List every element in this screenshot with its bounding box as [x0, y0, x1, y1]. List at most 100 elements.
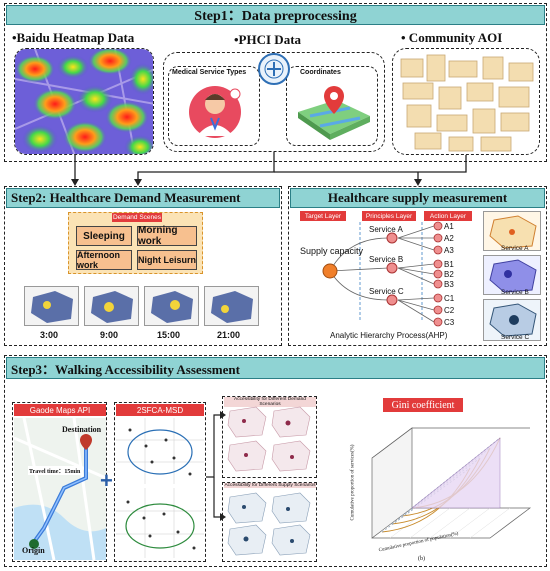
step1-title-bar: Step1：Data preprocessing [6, 5, 545, 25]
step1-panel [4, 3, 547, 162]
travel-time-label: Travel time：15min [28, 466, 82, 475]
supply-scenarios-label: Accessibility for Different Supply Scena… [224, 483, 316, 488]
aoi-map-image [392, 48, 540, 155]
service-node-c [386, 294, 398, 306]
service-a-label: Service A [369, 225, 403, 234]
plus-icon: + [100, 468, 113, 493]
ahp-caption: Analytic Hierarchy Process(AHP) [330, 331, 448, 340]
demand-scenes-header: Demand Scenes [112, 213, 162, 222]
principles-layer-header: Principles Layer [362, 211, 416, 221]
destination-label: Destination [62, 425, 102, 434]
demand-map-2100 [204, 286, 259, 326]
supply-capacity-label: Supply capacity [300, 246, 364, 256]
doctor-icon [180, 80, 250, 145]
step3-connectors [206, 411, 226, 521]
action-node [433, 221, 443, 231]
msd-step1-diagram [116, 418, 204, 484]
gini-3d-chart [371, 427, 532, 539]
action-node [433, 317, 443, 327]
action-node [433, 259, 443, 269]
phci-panel [163, 52, 385, 152]
step3-title: Step3：Walking Accessibility Assessment [11, 361, 240, 377]
step3-title-bar: Step3：Walking Accessibility Assessment [6, 357, 545, 379]
supply-scenarios-panel [222, 482, 317, 562]
map-pin-icon [290, 82, 376, 147]
gaode-header-text: Gaode Maps API [29, 405, 91, 415]
time-1500: 15:00 [157, 330, 181, 340]
action-node [433, 305, 443, 315]
scene-sleeping: Sleeping [76, 226, 132, 246]
msd-step2-diagram [116, 488, 204, 558]
coordinates-box [286, 66, 378, 146]
gini-header: Gini coefficient [383, 398, 463, 412]
demand-scenarios-label: Accessibility for Different Demand Scena… [224, 397, 316, 407]
root-node [322, 263, 338, 279]
principles-layer-text: Principles Layer [365, 212, 413, 220]
action-node [433, 233, 443, 243]
action-b2: B2 [444, 270, 454, 279]
time-0300: 3:00 [40, 330, 59, 340]
gaode-panel [12, 402, 107, 562]
target-layer-header: Target Layer [300, 211, 346, 221]
supply-panel [288, 186, 547, 346]
service-a-map [483, 211, 541, 251]
service-b-map [483, 255, 541, 295]
gaode-route-map [14, 418, 106, 560]
action-c3: C3 [444, 318, 455, 327]
step1-connectors [71, 152, 467, 186]
step2-panel [4, 186, 282, 346]
baidu-heatmap-image [14, 48, 154, 155]
demand-scenario-maps [226, 405, 314, 475]
demand-scenarios-panel [222, 396, 317, 478]
action-c2: C2 [444, 306, 455, 315]
gini-y-axis-label: Cumulative proportion of services(%) [350, 444, 356, 521]
supply-scenario-maps [226, 491, 314, 559]
scene-morning-work: Morning work [137, 225, 197, 247]
demand-map-0900 [84, 286, 139, 326]
service-b-label: Service B [369, 255, 404, 264]
time-0900: 9:00 [100, 330, 119, 340]
demand-map-1500 [144, 286, 199, 326]
step3-panel [4, 355, 547, 567]
aoi-title: • Community AOI [401, 30, 503, 45]
scene-night-leisurn: Night Leisurn [137, 250, 197, 270]
action-layer-header: Action Layer [424, 211, 472, 221]
service-b-map-label: Service B [501, 289, 529, 296]
step2-title: Step2: Healthcare Demand Measurement [11, 190, 241, 205]
action-b3: B3 [444, 280, 454, 289]
supply-title: Healthcare supply measurement [327, 190, 508, 205]
demand-scenes-header-text: Demand Scenes [112, 214, 162, 221]
service-c-map [483, 299, 541, 341]
service-node-a [386, 232, 398, 244]
target-layer-text: Target Layer [304, 212, 342, 220]
msd-panel [114, 402, 206, 562]
action-c1: C1 [444, 294, 455, 303]
baidu-title: •Baidu Heatmap Data [12, 30, 135, 45]
gini-caption: (b) [418, 556, 425, 562]
service-a-map-label: Service A [501, 245, 529, 252]
action-a3: A3 [444, 246, 454, 255]
action-a1: A1 [444, 222, 454, 231]
action-node [433, 293, 443, 303]
origin-label: Origin [22, 546, 45, 555]
action-a2: A2 [444, 234, 454, 243]
phci-logo-icon [257, 52, 291, 91]
gini-header-text: Gini coefficient [391, 399, 455, 411]
msd-header: 2SFCA-MSD [116, 404, 204, 416]
medical-types-box [168, 66, 260, 146]
scene-afternoon-work: Afternoon work [76, 250, 132, 270]
service-c-map-label: Service C [501, 334, 530, 341]
medical-types-label: Medical Service Types [172, 69, 247, 76]
step1-title: Step1：Data preprocessing [194, 9, 357, 24]
ahp-tree [322, 221, 443, 327]
action-node [433, 269, 443, 279]
step2-title-bar: Step2: Healthcare Demand Measurement [6, 188, 280, 208]
demand-map-0300 [24, 286, 79, 326]
service-node-b [386, 262, 398, 274]
phci-title: •PHCI Data [234, 32, 302, 47]
time-2100: 21:00 [217, 330, 241, 340]
service-c-label: Service C [369, 287, 404, 296]
action-node [433, 279, 443, 289]
action-layer-text: Action Layer [429, 212, 467, 220]
msd-header-text: 2SFCA-MSD [136, 405, 184, 415]
